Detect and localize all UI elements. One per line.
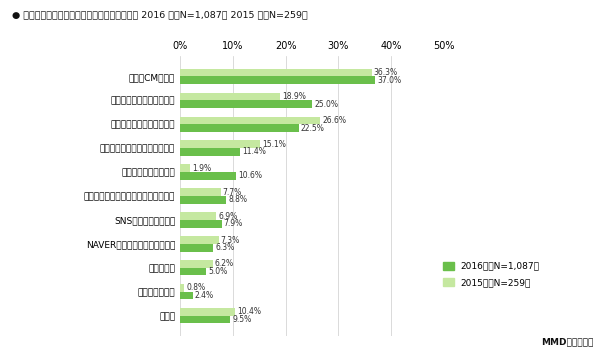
Text: MMD研究所調べ: MMD研究所調べ xyxy=(542,337,594,346)
Bar xyxy=(180,148,240,156)
Text: 8.8%: 8.8% xyxy=(229,195,248,204)
Text: 7.7%: 7.7% xyxy=(223,188,242,197)
Text: 6.9%: 6.9% xyxy=(218,212,238,220)
Bar xyxy=(180,308,235,316)
Text: 1.9%: 1.9% xyxy=(192,164,211,173)
Bar xyxy=(180,140,260,148)
Text: 0.8%: 0.8% xyxy=(187,284,205,292)
Text: 7.3%: 7.3% xyxy=(221,236,240,245)
Text: 2.4%: 2.4% xyxy=(195,291,214,300)
Text: 26.6%: 26.6% xyxy=(323,116,347,125)
Legend: 2016年（N=1,087）, 2015年（N=259）: 2016年（N=1,087）, 2015年（N=259） xyxy=(443,262,540,287)
Text: 22.5%: 22.5% xyxy=(301,124,325,133)
Text: 25.0%: 25.0% xyxy=(314,100,338,108)
Bar xyxy=(180,244,213,252)
Text: 10.6%: 10.6% xyxy=(238,172,262,180)
Bar xyxy=(180,69,371,76)
Text: 7.9%: 7.9% xyxy=(224,219,243,228)
Bar xyxy=(180,212,217,220)
Bar xyxy=(180,236,218,244)
Text: ● フリマアプリを利用しようと思ったきっかけ 2016 年（N=1,087） 2015 年（N=259）: ● フリマアプリを利用しようと思ったきっかけ 2016 年（N=1,087） 2… xyxy=(12,10,308,20)
Bar xyxy=(180,220,222,228)
Text: 5.0%: 5.0% xyxy=(209,267,228,276)
Bar xyxy=(180,76,376,84)
Bar xyxy=(180,117,320,124)
Bar xyxy=(180,196,226,204)
Bar xyxy=(180,268,206,275)
Text: 36.3%: 36.3% xyxy=(374,68,398,77)
Bar xyxy=(180,316,230,323)
Bar xyxy=(180,188,221,196)
Bar xyxy=(180,284,184,292)
Text: 6.2%: 6.2% xyxy=(215,259,234,268)
Bar xyxy=(180,100,312,108)
Bar xyxy=(180,292,193,299)
Text: 10.4%: 10.4% xyxy=(237,307,261,316)
Bar xyxy=(180,164,190,172)
Text: 15.1%: 15.1% xyxy=(262,140,286,149)
Bar xyxy=(180,93,280,100)
Bar xyxy=(180,124,299,132)
Text: 9.5%: 9.5% xyxy=(232,315,251,324)
Text: 11.4%: 11.4% xyxy=(242,147,266,156)
Text: 6.3%: 6.3% xyxy=(215,243,235,252)
Text: 37.0%: 37.0% xyxy=(377,76,401,85)
Bar xyxy=(180,172,236,180)
Bar xyxy=(180,260,213,268)
Text: 18.9%: 18.9% xyxy=(282,92,306,101)
